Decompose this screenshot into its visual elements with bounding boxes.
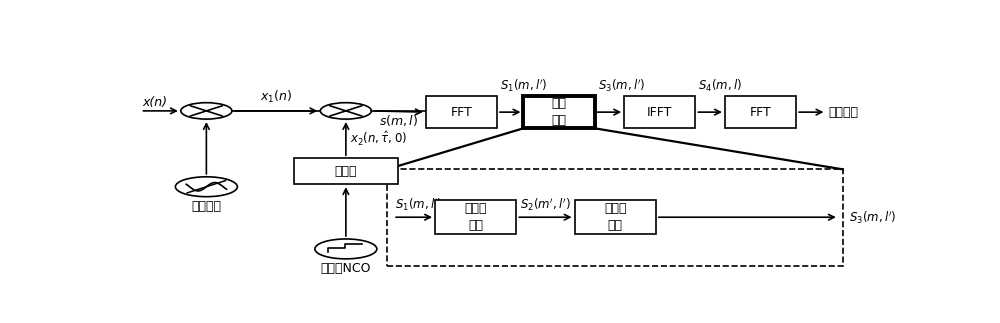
Bar: [523, 96, 595, 128]
Bar: [574, 200, 656, 234]
Text: $x_2(n,\hat{\tau},0)$: $x_2(n,\hat{\tau},0)$: [350, 130, 407, 148]
Text: $s(m,l)$: $s(m,l)$: [379, 113, 418, 128]
Text: 第一级
变换: 第一级 变换: [464, 202, 487, 232]
Text: FFT: FFT: [750, 106, 771, 119]
Text: 射频本振: 射频本振: [191, 200, 221, 213]
Bar: [426, 96, 497, 128]
Text: $S_1(m,l')$: $S_1(m,l')$: [500, 78, 548, 94]
Text: $x_1(n)$: $x_1(n)$: [260, 89, 292, 105]
Text: 扩频码: 扩频码: [335, 165, 357, 178]
Text: x(n): x(n): [142, 96, 167, 109]
Bar: [294, 158, 398, 184]
Bar: [435, 200, 516, 234]
Text: 第二级
变换: 第二级 变换: [604, 202, 626, 232]
Text: IFFT: IFFT: [647, 106, 672, 119]
Text: 单个码NCO: 单个码NCO: [321, 262, 371, 275]
Text: $S_2(m',l')$: $S_2(m',l')$: [520, 196, 571, 213]
Text: $S_4(m,l)$: $S_4(m,l)$: [698, 78, 742, 94]
Bar: [624, 96, 695, 128]
Text: $S_1(m,l')$: $S_1(m,l')$: [395, 196, 442, 213]
Text: 橔形
变换: 橔形 变换: [552, 97, 566, 127]
Text: 捕获结果: 捕获结果: [829, 106, 859, 119]
Text: $S_3(m,l')$: $S_3(m,l')$: [598, 78, 645, 94]
Text: FFT: FFT: [450, 106, 472, 119]
Text: $S_3(m,l')$: $S_3(m,l')$: [849, 209, 896, 225]
Bar: [387, 169, 843, 266]
Bar: [725, 96, 796, 128]
